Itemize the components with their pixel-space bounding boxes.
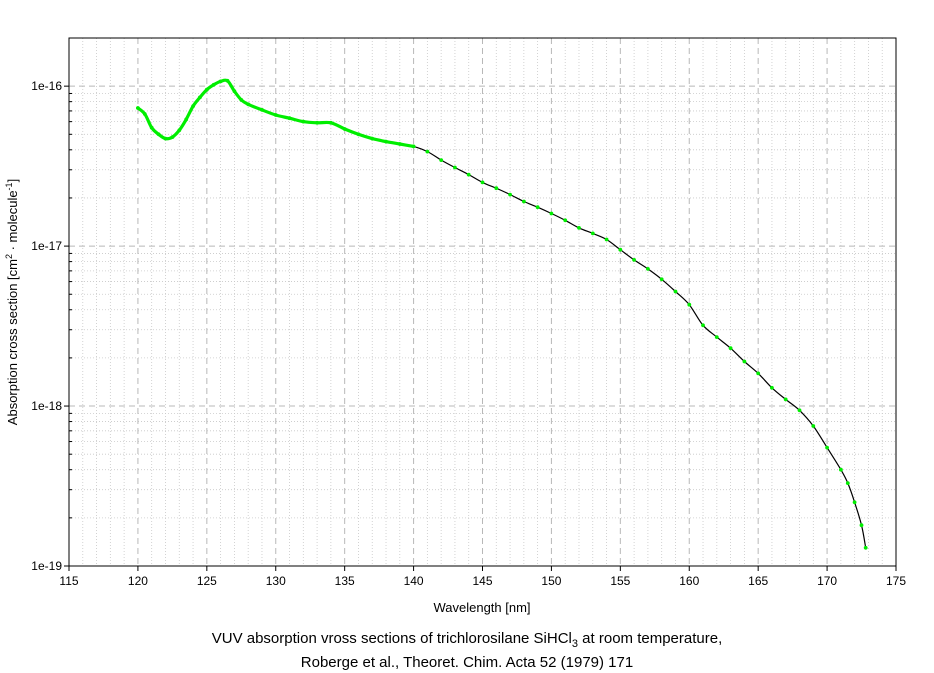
data-point [646,267,650,271]
chart: 115 120 125 130 135 140 145 150 155 160 165 170 175 … [4,37,906,615]
data-point [714,335,719,339]
data-point [494,186,499,191]
data-point [149,125,154,130]
data-point [687,302,692,307]
data-point [136,106,140,110]
data-point [863,545,868,550]
series-points [136,78,868,550]
x-tick-labels: 115 120 125 130 135 140 145 150 155 160 165 170 175 [59,574,906,588]
x-tick-label: 160 [679,574,699,588]
data-point [397,142,402,146]
x-tick-label: 155 [610,574,630,588]
x-tick-label: 125 [197,574,217,588]
series-line [137,79,867,548]
data-point [370,136,375,141]
data-point [342,127,347,131]
data-point [604,237,609,242]
data-point [859,523,864,528]
data-point [246,102,251,107]
data-point [659,277,664,282]
data-point [142,112,147,116]
data-point [770,385,774,390]
data-point [825,445,829,450]
data-point [673,289,678,294]
data-point [522,199,526,204]
y-tick-label: 1e-19 [31,559,62,573]
data-point [315,120,319,125]
data-point [549,211,554,216]
x-tick-label: 145 [472,574,492,588]
chart-caption-line-2: Roberge et al., Theoret. Chim. Acta 52 (… [300,654,634,671]
x-tick-label: 175 [886,574,906,588]
data-point [577,226,581,230]
data-point [632,258,636,262]
data-point [191,104,196,108]
data-point [508,192,512,197]
x-tick-label: 150 [541,574,561,588]
data-point [411,144,416,149]
data-point [618,247,623,252]
x-tick-label: 115 [59,574,78,588]
y-tick-label: 1e-17 [31,239,62,253]
data-point [211,82,216,87]
data-point [384,139,388,144]
data-point [163,136,168,141]
data-point [184,117,189,122]
grid [69,38,896,566]
x-tick-label: 135 [335,574,355,588]
data-point [480,180,485,185]
data-point [156,132,161,137]
data-point [701,323,705,328]
x-tick-label: 170 [817,574,837,588]
data-point [590,231,595,236]
data-point [453,165,457,170]
y-tick-label: 1e-16 [31,79,62,93]
data-point [198,95,202,100]
y-tick-label: 1e-18 [31,399,62,413]
data-point [273,113,278,117]
data-point [170,135,175,140]
x-tick-label: 120 [128,574,148,588]
data-point [728,346,733,351]
data-point [439,158,444,163]
chart-caption-line-1: VUV absorption vross sections of trichlo… [211,630,723,650]
data-point [852,500,857,505]
y-axis-title: Absorption cross section [cm2 · molecule… [4,179,20,425]
data-point [425,149,430,154]
data-point [287,116,292,121]
ticks [64,85,897,571]
x-axis-title: Wavelength [nm] [433,600,530,615]
data-point [839,467,843,472]
data-point [756,371,761,376]
data-point [797,408,802,413]
data-point [845,481,850,485]
data-point [225,78,230,83]
data-point [218,79,223,84]
x-tick-label: 140 [404,574,424,588]
data-point [204,87,209,92]
data-point [563,218,568,223]
data-point [232,89,237,94]
data-point [742,359,747,364]
data-point [466,172,471,177]
data-point [177,128,182,133]
data-point [260,108,264,112]
data-point [301,119,306,124]
data-point [535,205,540,210]
x-tick-label: 130 [266,574,286,588]
y-tick-labels: 1e-16 1e-17 1e-18 1e-19 [31,79,62,573]
x-tick-label: 165 [748,574,768,588]
data-point [239,98,244,102]
data-point [329,120,333,125]
data-point [356,132,361,137]
data-point [783,397,788,402]
data-point [811,424,816,428]
